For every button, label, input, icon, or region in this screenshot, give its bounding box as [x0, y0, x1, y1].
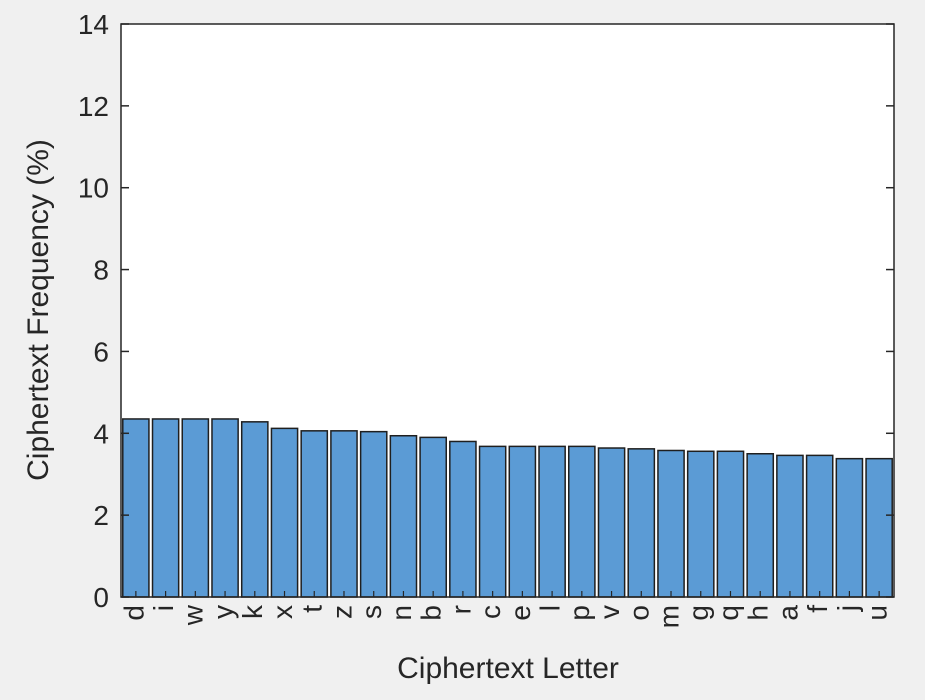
x-tick-label-o: o: [624, 605, 655, 621]
x-tick-label-e: e: [505, 605, 536, 621]
y-tick-label: 8: [93, 255, 109, 286]
bar-s: [359, 430, 388, 598]
bar-k: [240, 421, 269, 598]
bar-h: [746, 453, 775, 598]
bar-e: [508, 445, 537, 598]
x-tick-label-w: w: [178, 604, 209, 626]
bar-z: [330, 430, 358, 598]
bar-b: [419, 436, 447, 598]
bar-f: [805, 454, 834, 598]
x-tick-label-x: x: [267, 605, 298, 619]
bar-v: [597, 447, 626, 598]
axes-box: [120, 23, 895, 598]
y-tick-label: 0: [93, 582, 109, 613]
x-tick-label-p: p: [564, 605, 595, 621]
x-tick-label-d: d: [118, 605, 149, 621]
x-tick-label-l: l: [534, 605, 565, 611]
bar-l: [538, 445, 566, 598]
x-tick-label-h: h: [743, 605, 774, 621]
bar-o: [627, 448, 656, 598]
x-tick-label-r: r: [445, 605, 476, 614]
x-tick-label-z: z: [326, 605, 357, 619]
x-tick-label-f: f: [802, 605, 833, 613]
bar-x: [270, 427, 299, 598]
x-tick-label-s: s: [356, 605, 387, 619]
bar-a: [776, 454, 804, 598]
bar-m: [657, 449, 685, 598]
y-tick-label: 2: [93, 500, 109, 531]
bar-g: [686, 450, 715, 598]
bars-group: [122, 418, 893, 598]
bar-y: [211, 418, 239, 598]
x-tick-label-n: n: [386, 605, 417, 621]
x-tick-label-g: g: [683, 605, 714, 621]
x-axis-label: Ciphertext Letter: [397, 652, 619, 685]
bar-j: [835, 457, 864, 598]
y-tick-label: 12: [78, 91, 109, 122]
x-tick-label-j: j: [832, 605, 863, 612]
x-tick-label-b: b: [416, 605, 447, 621]
bar-w: [181, 418, 210, 598]
bar-p: [568, 445, 596, 598]
y-tick-label: 10: [78, 173, 109, 204]
bar-r: [449, 440, 477, 598]
x-tick-label-q: q: [713, 605, 744, 621]
bar-n: [389, 434, 418, 598]
x-tick-label-c: c: [475, 605, 506, 619]
x-tick-label-v: v: [594, 605, 625, 619]
x-tick-label-u: u: [862, 605, 893, 621]
y-tick-label: 14: [78, 9, 109, 40]
bar-u: [865, 457, 893, 598]
x-tick-label-m: m: [653, 605, 684, 628]
y-tick-label: 6: [93, 336, 109, 367]
x-tick-label-i: i: [148, 605, 179, 611]
x-tick-label-a: a: [772, 605, 803, 621]
bar-c: [478, 445, 507, 598]
y-axis-label: Ciphertext Frequency (%): [22, 139, 55, 481]
bar-i: [151, 418, 180, 598]
x-tick-label-k: k: [237, 604, 268, 619]
x-tick-label-y: y: [207, 605, 238, 619]
x-tick-label-t: t: [297, 605, 328, 613]
bar-q: [716, 450, 745, 598]
y-tick-label: 4: [93, 418, 109, 449]
bar-d: [122, 418, 150, 598]
bar-t: [300, 430, 329, 598]
